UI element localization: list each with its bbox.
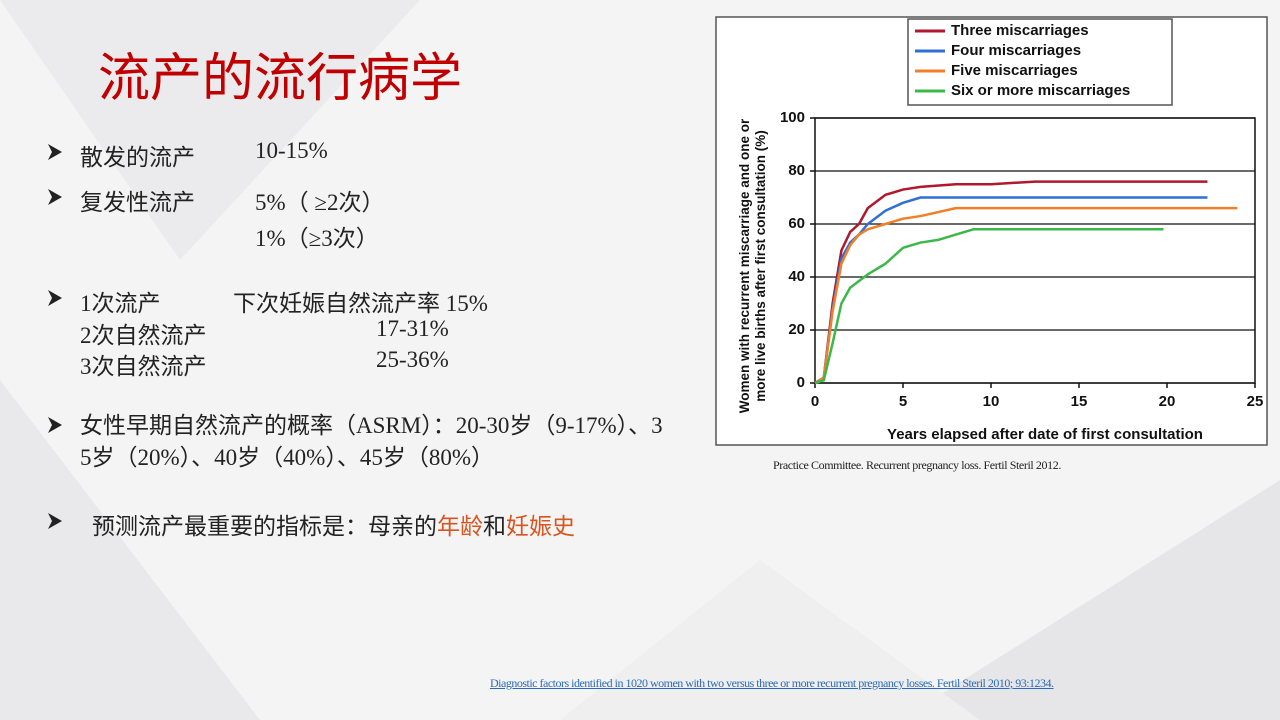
legend-box	[907, 18, 1173, 106]
text: 预测流产最重要的指标是：母亲的	[92, 514, 437, 539]
caption: Practice Committee. Recurrent pregnancy …	[773, 458, 1061, 472]
bullet-label: 复发性流产	[80, 190, 195, 215]
bg-shape	[900, 480, 1280, 720]
bullet-value: 下次妊娠自然流产率 15%	[233, 291, 488, 316]
series-line	[814, 206, 1238, 385]
text: 和	[483, 514, 506, 539]
x-tick-label: 10	[983, 393, 1000, 410]
bg-shape	[0, 380, 260, 720]
legend-label: Four miscarriages	[951, 42, 1081, 59]
x-tick-label: 20	[1159, 393, 1176, 410]
bullet-label: 散发的流产	[80, 145, 195, 170]
bullet	[48, 144, 62, 160]
x-tick-label: 0	[811, 393, 819, 410]
bullet-value: 10-15%	[255, 138, 328, 163]
y-tick-label: 40	[788, 268, 805, 285]
bullet-value: 17-31%	[376, 316, 449, 341]
bullet	[48, 513, 62, 529]
reference-link[interactable]: Diagnostic factors identified in 1020 wo…	[490, 676, 1054, 690]
legend-label: Five miscarriages	[951, 62, 1078, 79]
bullet-text: 女性早期自然流产的概率（ASRM）：20-30岁（9-17%）、35岁（20%）…	[80, 413, 663, 470]
x-axis-label: Years elapsed after date of first consul…	[887, 426, 1203, 443]
bullet-label: 3次自然流产	[80, 354, 207, 379]
bullet-icons	[48, 144, 62, 529]
x-tick-label: 5	[899, 393, 907, 410]
y-tick-label: 20	[788, 321, 805, 338]
y-axis-label: Women with recurrent miscarriage and one…	[737, 118, 768, 414]
x-tick-label: 15	[1071, 393, 1088, 410]
series-line	[814, 228, 1164, 385]
x-tick-label: 25	[1247, 393, 1264, 410]
bg-shape	[0, 0, 420, 260]
bullet-text: 预测流产最重要的指标是：母亲的年龄和妊娠史	[92, 507, 575, 541]
bullet-label: 2次自然流产	[80, 323, 207, 348]
bullet-value: 25-36%	[376, 347, 449, 372]
y-tick-label: 80	[788, 162, 805, 179]
y-tick-label: 100	[780, 109, 805, 126]
legend-label: Three miscarriages	[951, 22, 1089, 39]
highlight: 年龄	[437, 514, 483, 539]
bullet	[48, 290, 62, 306]
bullet-value: 1%（≥3次）	[255, 226, 379, 251]
slide-title: 流产的流行病学	[98, 51, 463, 108]
highlight: 妊娠史	[506, 514, 575, 539]
bullet	[48, 189, 62, 205]
bullet-value: 5%（ ≥2次）	[255, 190, 385, 215]
bullet	[48, 417, 62, 433]
bg-shape	[560, 560, 980, 720]
legend-label: Six or more miscarriages	[951, 82, 1130, 99]
y-tick-label: 0	[797, 374, 805, 391]
bullet-label: 1次流产	[80, 291, 161, 316]
y-tick-label: 60	[788, 215, 805, 232]
